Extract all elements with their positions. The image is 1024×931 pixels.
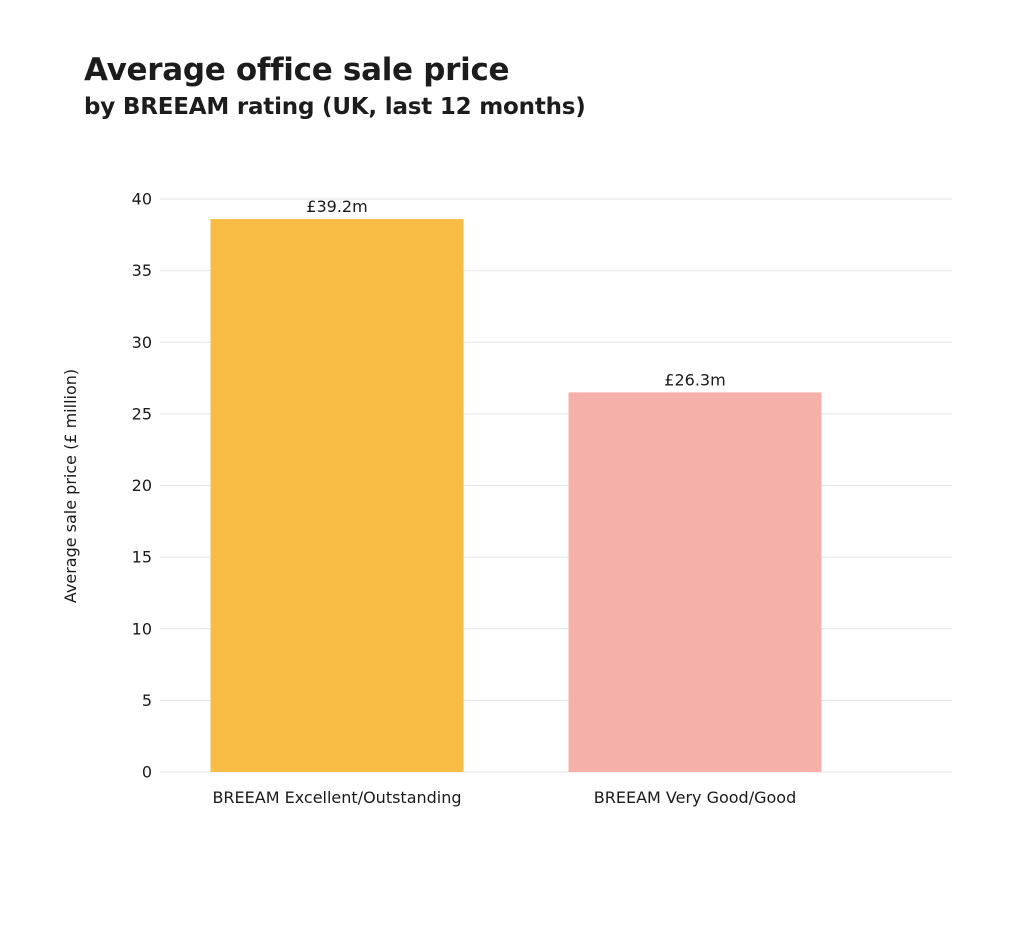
chart-title: Average office sale price <box>84 52 510 88</box>
y-tick-label: 5 <box>142 691 152 710</box>
y-tick-label: 20 <box>132 476 152 495</box>
bar <box>568 392 822 772</box>
bars <box>210 219 822 772</box>
chart-subtitle: by BREEAM rating (UK, last 12 months) <box>84 94 586 120</box>
bar-value-label: £26.3m <box>664 370 725 389</box>
y-tick-label: 25 <box>132 404 152 423</box>
x-tick-label: BREEAM Very Good/Good <box>594 788 796 807</box>
x-tick-label: BREEAM Excellent/Outstanding <box>212 788 461 807</box>
y-tick-label: 40 <box>132 190 152 209</box>
x-axis-ticks: BREEAM Excellent/Outstanding BREEAM Very … <box>212 788 796 807</box>
bar-value-label: £39.2m <box>306 197 367 216</box>
bar <box>210 219 464 772</box>
y-tick-label: 15 <box>132 548 152 567</box>
y-tick-label: 30 <box>132 333 152 352</box>
y-axis-ticks: 0 5 10 15 20 25 30 35 40 <box>132 190 152 782</box>
y-tick-label: 10 <box>132 619 152 638</box>
y-tick-label: 35 <box>132 261 152 280</box>
data-labels: £39.2m £26.3m <box>306 197 725 389</box>
y-axis-label: Average sale price (£ million) <box>61 369 80 603</box>
y-tick-label: 0 <box>142 763 152 782</box>
